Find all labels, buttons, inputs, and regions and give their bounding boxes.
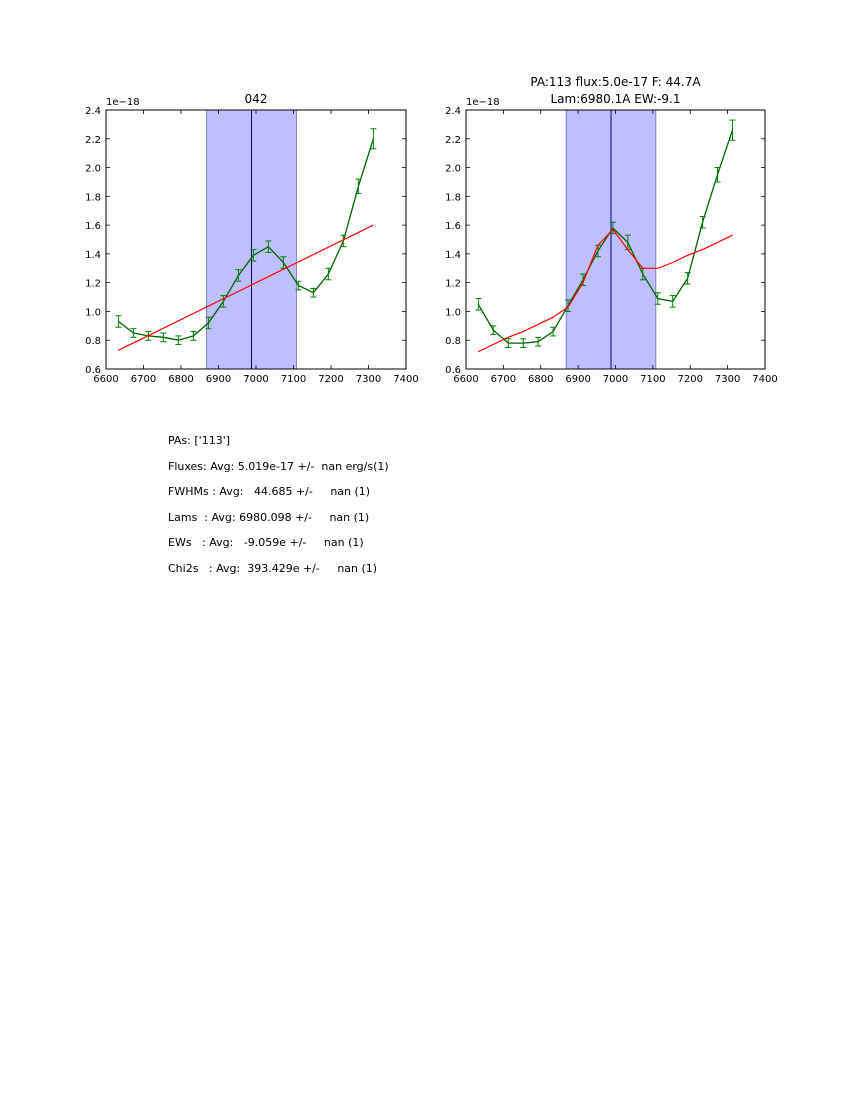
chart-subtitle: Lam:6980.1A EW:-9.1 xyxy=(551,92,681,106)
y-tick-label: 1.6 xyxy=(445,221,461,232)
x-tick-label: 6900 xyxy=(565,374,590,385)
y-tick-label: 0.6 xyxy=(85,365,101,376)
error-bar xyxy=(520,338,527,348)
error-bar xyxy=(265,240,272,253)
error-bar xyxy=(295,280,302,291)
y-tick-label: 1.0 xyxy=(445,307,461,318)
error-bar xyxy=(235,269,242,282)
error-bar xyxy=(115,315,122,328)
error-bar xyxy=(654,292,661,305)
error-bar xyxy=(550,326,557,337)
y-tick-label: 1.4 xyxy=(445,250,461,261)
error-bar xyxy=(130,328,137,338)
error-bar xyxy=(729,119,736,141)
x-tick-label: 6800 xyxy=(528,374,553,385)
stats-ews: EWs : Avg: -9.059e +/- nan (1) xyxy=(168,536,364,550)
right-panel: 6600 6700 6800 6900 7000 7100 7200 7300 7400 0.6 0… xyxy=(445,75,778,385)
error-bar xyxy=(205,316,212,330)
y-tick-label: 1.2 xyxy=(445,279,461,290)
error-bar xyxy=(490,325,497,335)
stats-chi2s: Chi2s : Avg: 393.429e +/- nan (1) xyxy=(168,561,378,575)
stats-pas: PAs: ['113'] xyxy=(168,434,231,447)
y-tick-label: 0.6 xyxy=(445,365,461,376)
stats-lams: Lams : Avg: 6980.098 +/- nan (1) xyxy=(168,510,370,524)
error-bar xyxy=(565,299,572,312)
x-tick-label: 6600 xyxy=(93,374,118,385)
y-tick-label: 0.8 xyxy=(445,336,461,347)
error-bar xyxy=(220,295,227,308)
error-bar xyxy=(340,234,347,248)
y-tick-label: 1.8 xyxy=(445,192,461,203)
x-tick-label: 6900 xyxy=(206,374,231,385)
y-tick-label: 1.2 xyxy=(85,279,101,290)
left-panel: 6600 6700 6800 6900 7000 7100 7200 7300 7400 0.6 0… xyxy=(85,92,419,385)
y-exponent-label: 1e−18 xyxy=(106,97,140,108)
y-tick-label: 2.0 xyxy=(445,164,461,175)
x-tick-label: 7100 xyxy=(640,374,665,385)
stats-fwhms: FWHMs : Avg: 44.685 +/- nan (1) xyxy=(168,485,371,499)
error-bar xyxy=(714,167,721,183)
x-tick-label: 7400 xyxy=(752,374,777,385)
error-bar xyxy=(669,295,676,308)
y-tick-label: 2.0 xyxy=(85,164,101,175)
x-tick-label: 7000 xyxy=(603,374,628,385)
y-tick-label: 2.2 xyxy=(85,135,101,146)
model-line xyxy=(478,228,733,353)
stats-block: PAs: ['113'] Fluxes: Avg: 5.019e-17 +/- … xyxy=(168,434,389,588)
error-bar xyxy=(475,297,482,311)
error-bar xyxy=(699,215,706,229)
y-tick-label: 2.4 xyxy=(445,106,461,117)
data-line xyxy=(477,129,734,344)
error-bar xyxy=(175,335,182,346)
y-tick-label: 2.2 xyxy=(445,135,461,146)
x-tick-label: 7200 xyxy=(318,374,343,385)
y-tick-label: 2.4 xyxy=(85,106,101,117)
error-bar xyxy=(609,221,616,235)
x-tick-label: 7000 xyxy=(243,374,268,385)
error-bar xyxy=(250,249,257,262)
y-tick-label: 1.0 xyxy=(85,307,101,318)
model-line xyxy=(118,224,374,351)
error-bar xyxy=(355,178,362,194)
error-bar xyxy=(370,128,377,150)
x-tick-label: 6800 xyxy=(168,374,193,385)
x-tick-label: 7200 xyxy=(678,374,703,385)
x-tick-label: 7300 xyxy=(715,374,740,385)
x-tick-label: 7100 xyxy=(281,374,306,385)
error-bar xyxy=(325,267,332,281)
error-bar xyxy=(160,332,167,343)
chart-title: PA:113 flux:5.0e-17 F: 44.7A xyxy=(530,75,701,89)
y-tick-label: 1.4 xyxy=(85,250,101,261)
y-tick-label: 1.8 xyxy=(85,192,101,203)
x-tick-label: 6700 xyxy=(131,374,156,385)
x-tick-label: 6700 xyxy=(491,374,516,385)
error-bar xyxy=(310,287,317,298)
error-bar xyxy=(190,331,197,341)
y-tick-label: 1.6 xyxy=(85,221,101,232)
stats-fluxes: Fluxes: Avg: 5.019e-17 +/- nan erg/s(1) xyxy=(168,459,389,473)
chart-title: 042 xyxy=(245,92,268,106)
x-tick-label: 7400 xyxy=(393,374,418,385)
y-exponent-label: 1e−18 xyxy=(466,97,500,108)
x-tick-label: 6600 xyxy=(453,374,478,385)
error-bar xyxy=(684,272,691,285)
y-tick-label: 0.8 xyxy=(85,336,101,347)
x-tick-label: 7300 xyxy=(356,374,381,385)
error-bar xyxy=(535,336,542,347)
